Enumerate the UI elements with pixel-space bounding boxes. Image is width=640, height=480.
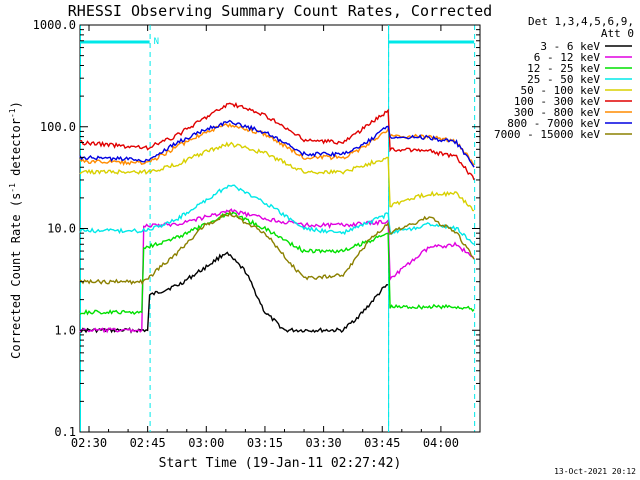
- timestamp: 13-Oct-2021 20:12: [554, 467, 636, 476]
- y-axis-label-mid: detector: [9, 118, 23, 183]
- series-line-2: [79, 211, 475, 316]
- series-line-6: [79, 122, 475, 167]
- x-tick-label-5: 03:45: [364, 436, 400, 450]
- x-axis: 02:30 02:45 03:00 03:15 03:30 03:45 04:00: [71, 25, 459, 450]
- x-axis-label: Start Time (19-Jan-11 02:27:42): [159, 456, 402, 471]
- series-line-5: [79, 101, 475, 181]
- x-tick-label-0: 02:30: [71, 436, 107, 450]
- series-line-1: [79, 208, 475, 334]
- y-tick-label-3: 1.0: [54, 323, 76, 337]
- y-axis: 1000.0 100.0 10.0 1.0 0.1: [33, 18, 480, 439]
- series-line-7: [79, 119, 475, 168]
- series-line-3: [79, 184, 475, 245]
- x-tick-label-6: 04:00: [423, 436, 459, 450]
- legend-label-0: 3 - 6 keV: [540, 40, 600, 53]
- y-tick-label-2: 10.0: [47, 222, 76, 236]
- y-tick-label-4: 0.1: [54, 425, 76, 439]
- legend-label-8: 7000 - 15000 keV: [494, 128, 600, 141]
- series-line-0: [79, 251, 389, 334]
- y-axis-label-end: ): [9, 101, 23, 108]
- legend-label-5: 100 - 300 keV: [514, 95, 600, 108]
- legend-label-2: 12 - 25 keV: [527, 62, 600, 75]
- x-tick-label-4: 03:30: [306, 436, 342, 450]
- y-tick-label-0: 1000.0: [33, 18, 76, 32]
- series-line-4: [79, 141, 475, 212]
- legend-label-6: 300 - 800 keV: [514, 106, 600, 119]
- x-tick-label-2: 03:00: [188, 436, 224, 450]
- y-tick-label-1: 100.0: [40, 120, 76, 134]
- y-axis-label-sup1: -1: [8, 183, 17, 193]
- legend-label-7: 800 - 7000 keV: [507, 117, 600, 130]
- legend-label-4: 50 - 100 keV: [521, 84, 601, 97]
- plot-area: N: [79, 24, 481, 433]
- y-axis-label: Corrected Count Rate (s-1 detector-1): [8, 101, 23, 359]
- x-tick-label-3: 03:15: [247, 436, 283, 450]
- y-axis-label-sup2: -1: [8, 108, 17, 118]
- y-axis-label-main: Corrected Count Rate (s: [9, 193, 23, 359]
- series-line-8: [79, 210, 475, 286]
- legend-label-3: 25 - 50 keV: [527, 73, 600, 86]
- legend-header-line1: Det 1,3,4,5,6,9,: [528, 15, 634, 28]
- saa-marker: N: [154, 37, 159, 47]
- chart-title: RHESSI Observing Summary Count Rates, Co…: [68, 2, 492, 20]
- x-tick-label-1: 02:45: [130, 436, 166, 450]
- legend-label-1: 6 - 12 keV: [534, 51, 601, 64]
- legend-header-line2: Att 0: [601, 27, 634, 40]
